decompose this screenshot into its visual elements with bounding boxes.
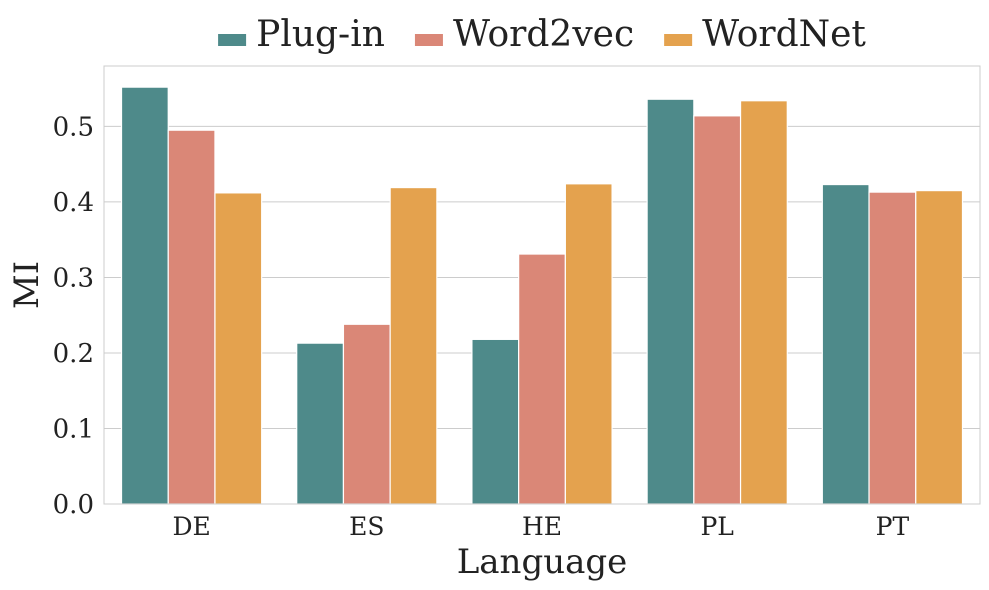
legend-label: WordNet xyxy=(702,14,866,55)
bar-he-wordnet xyxy=(564,183,613,505)
legend-item: Word2vec xyxy=(414,14,634,55)
y-tick-label: 0.0 xyxy=(53,490,94,520)
x-tick-label: PL xyxy=(700,512,733,541)
legend: Plug-in Word2vec WordNet xyxy=(218,14,866,55)
x-tick-label: PT xyxy=(876,512,910,541)
bar-he-word2vec xyxy=(518,253,566,505)
bar-de-wordnet xyxy=(214,192,263,505)
y-tick-label: 0.2 xyxy=(53,339,94,369)
bar-pl-word2vec xyxy=(693,115,742,505)
legend-label: Word2vec xyxy=(453,14,634,55)
legend-swatch xyxy=(414,34,443,46)
x-tick-label: HE xyxy=(522,512,562,541)
y-tick-labels: 0.0 0.1 0.2 0.3 0.4 0.5 xyxy=(53,112,94,520)
legend-item: WordNet xyxy=(664,14,866,55)
bar-es-word2vec xyxy=(342,323,391,505)
y-tick-label: 0.5 xyxy=(53,112,94,142)
y-tick-label: 0.1 xyxy=(53,414,94,444)
bar-pl-wordnet xyxy=(739,100,788,505)
bar-pt-plug-in xyxy=(821,183,870,505)
x-axis-title: Language xyxy=(457,542,628,582)
bar-de-word2vec xyxy=(167,129,216,505)
bar-es-plug-in xyxy=(296,342,345,505)
x-tick-labels: DE ES HE PL PT xyxy=(172,512,909,541)
x-tick-label: DE xyxy=(172,512,210,541)
legend-item: Plug-in xyxy=(218,14,385,55)
y-tick-label: 0.3 xyxy=(53,263,94,293)
bars xyxy=(120,86,964,505)
bar-es-wordnet xyxy=(389,186,438,505)
plot-frame xyxy=(103,65,981,505)
bar-de-plug-in xyxy=(120,86,169,505)
y-axis-title: MI xyxy=(7,261,47,309)
legend-label: Plug-in xyxy=(256,14,385,55)
bar-he-plug-in xyxy=(471,338,520,505)
y-tick-label: 0.4 xyxy=(53,188,94,218)
bar-pt-wordnet xyxy=(915,190,964,505)
bar-pt-word2vec xyxy=(868,191,917,505)
bar-pl-plug-in xyxy=(646,98,695,505)
legend-swatch xyxy=(664,34,693,46)
legend-swatch xyxy=(218,34,247,46)
x-tick-label: ES xyxy=(349,512,384,541)
